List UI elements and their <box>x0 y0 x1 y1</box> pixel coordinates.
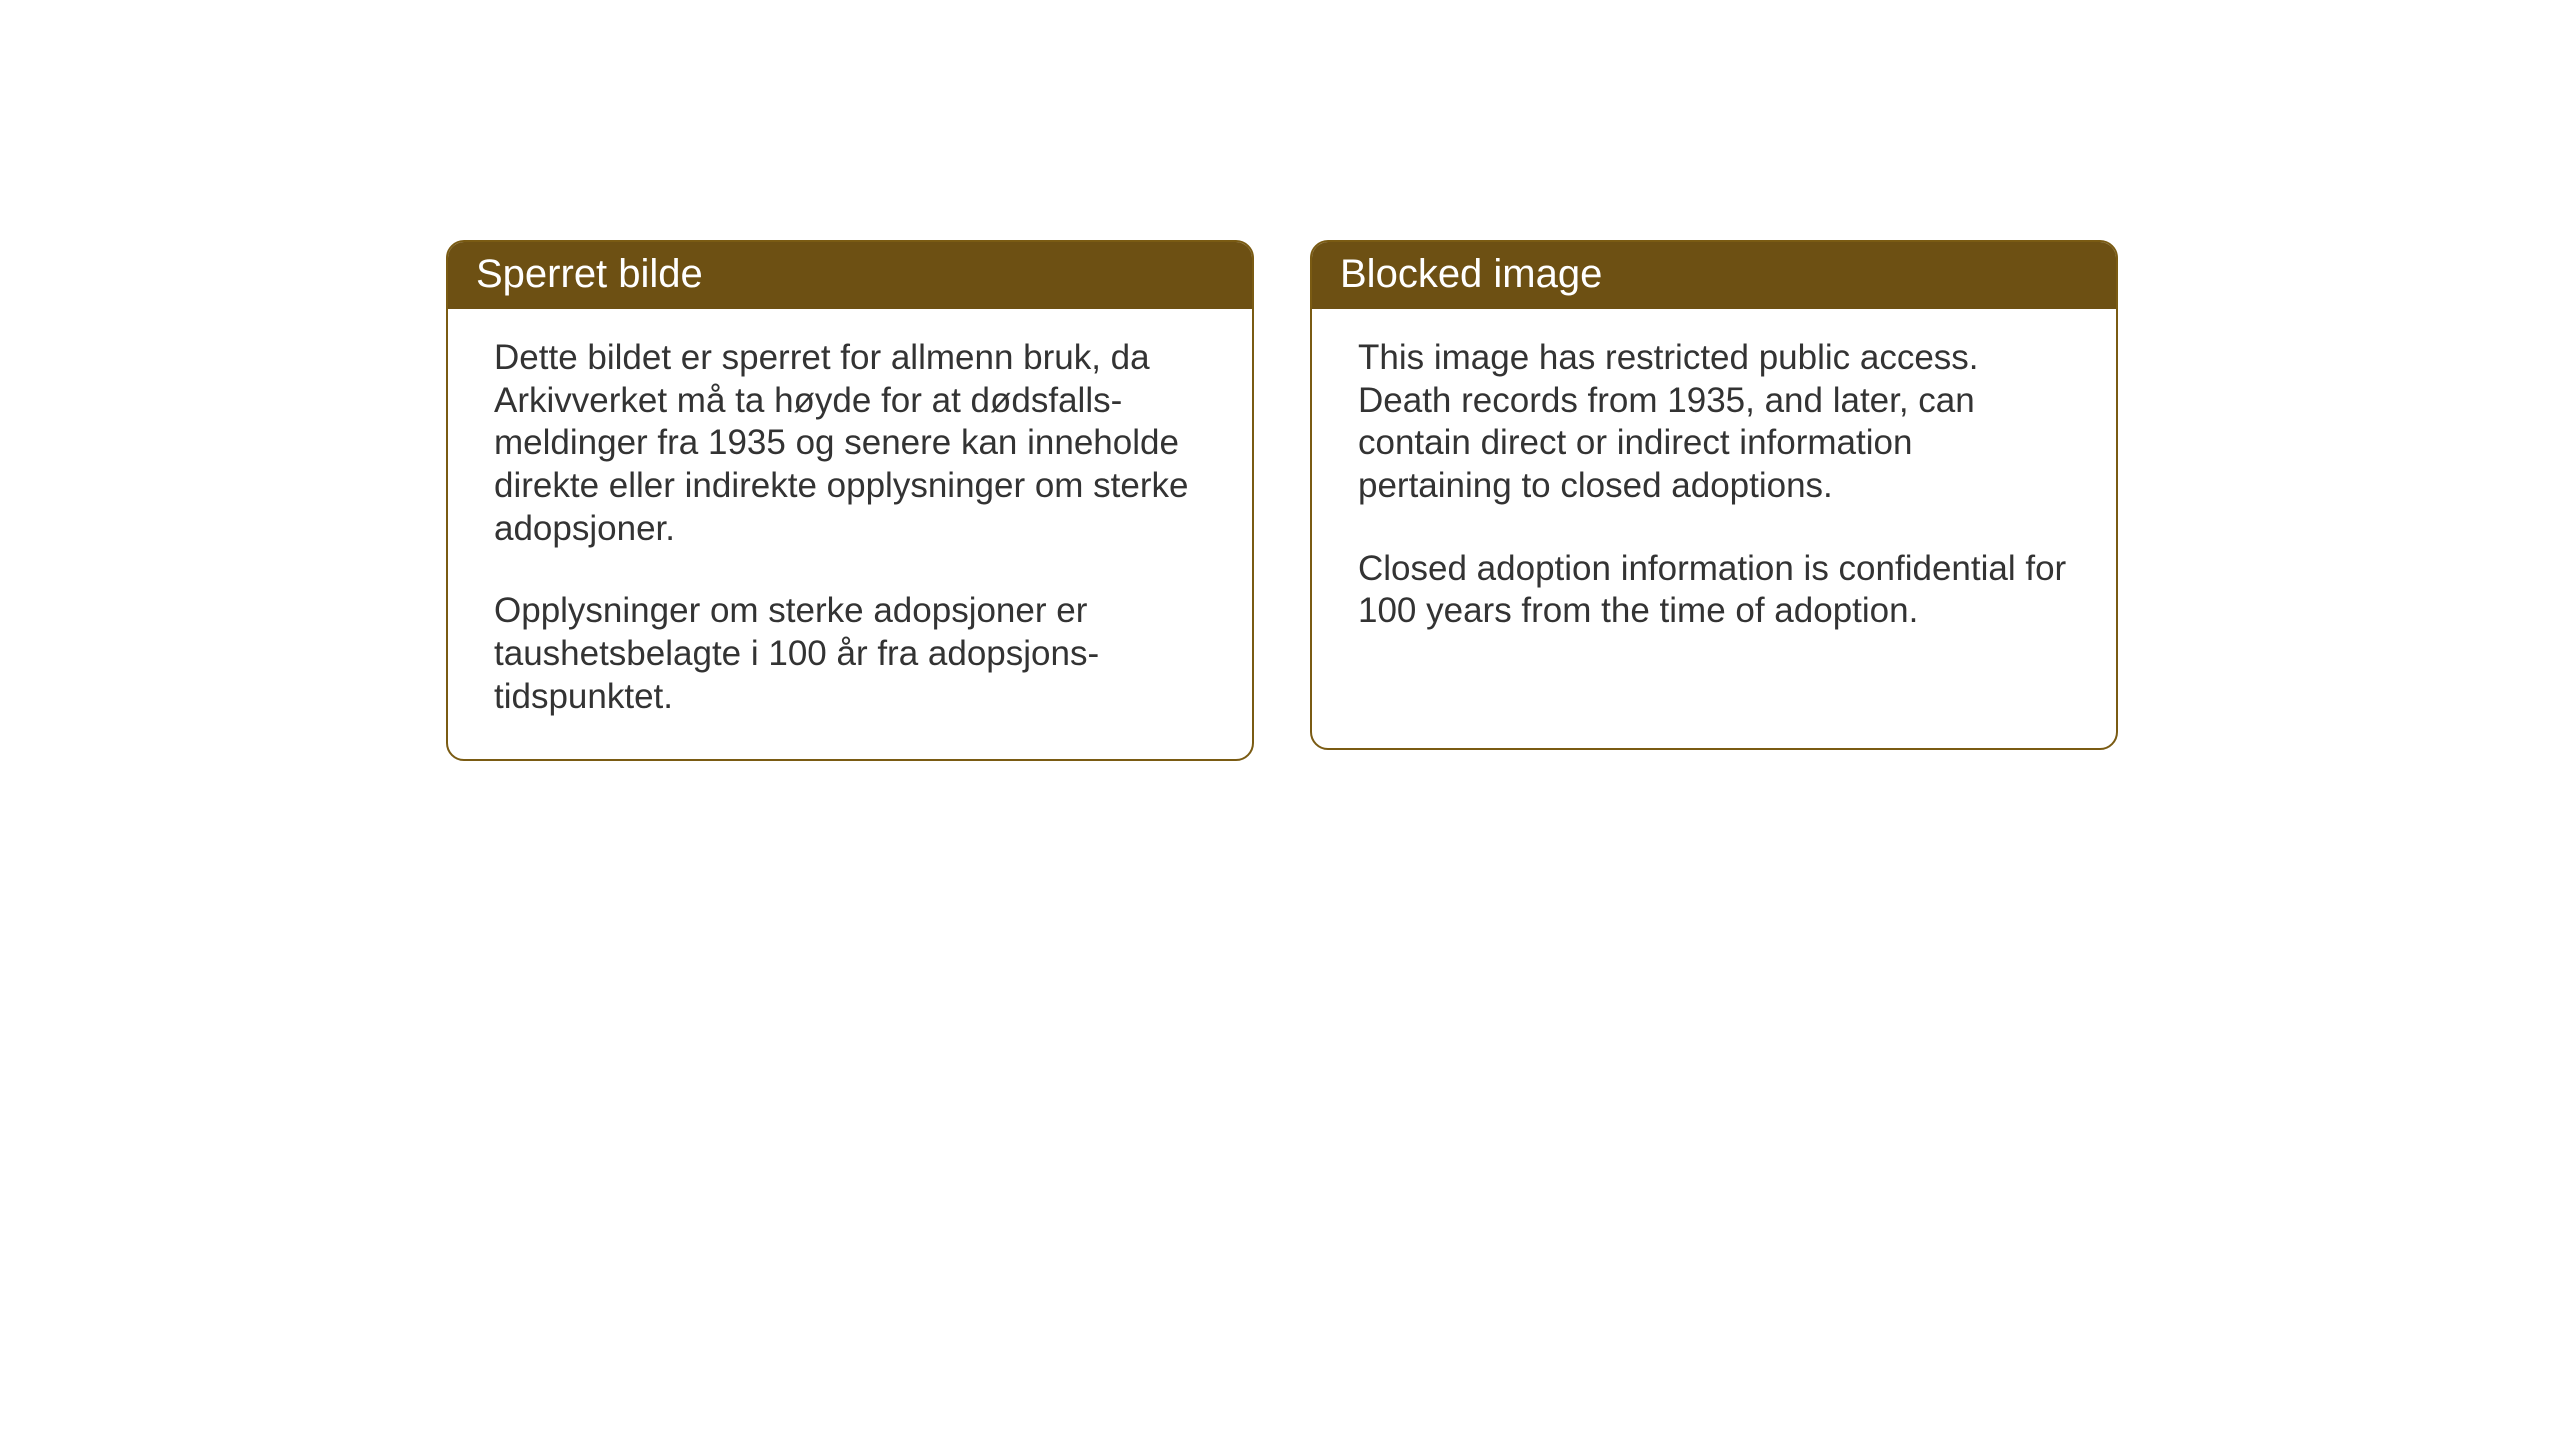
card-header-english: Blocked image <box>1312 242 2116 309</box>
card-body-norwegian: Dette bildet er sperret for allmenn bruk… <box>448 309 1252 759</box>
notice-card-norwegian: Sperret bilde Dette bildet er sperret fo… <box>446 240 1254 761</box>
card-body-english: This image has restricted public access.… <box>1312 309 2116 673</box>
notice-card-english: Blocked image This image has restricted … <box>1310 240 2118 750</box>
card-paragraph-norwegian-1: Dette bildet er sperret for allmenn bruk… <box>494 337 1206 550</box>
card-title-norwegian: Sperret bilde <box>476 252 703 296</box>
card-paragraph-norwegian-2: Opplysninger om sterke adopsjoner er tau… <box>494 590 1206 718</box>
card-paragraph-english-1: This image has restricted public access.… <box>1358 337 2070 508</box>
card-paragraph-english-2: Closed adoption information is confident… <box>1358 548 2070 633</box>
notice-container: Sperret bilde Dette bildet er sperret fo… <box>446 240 2118 761</box>
card-header-norwegian: Sperret bilde <box>448 242 1252 309</box>
card-title-english: Blocked image <box>1340 252 1602 296</box>
